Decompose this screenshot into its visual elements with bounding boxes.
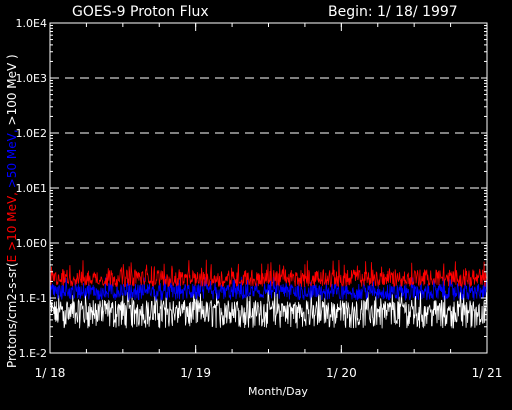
x-tick-label-3: 1/ 21 <box>472 366 503 380</box>
y-tick-label-3: 1.0E1 <box>16 182 47 195</box>
x-axis-label: Month/Day <box>248 385 308 398</box>
chart-begin-date: Begin: 1/ 18/ 1997 <box>328 4 458 20</box>
y-axis-label-50mev: >50 MeV, <box>5 129 19 193</box>
y-tick-label-6: 1.E-2 <box>19 347 47 360</box>
y-axis-label-10mev: E >10 MeV, <box>5 192 19 263</box>
x-axis: 1/ 18 1/ 19 1/ 20 1/ 21 <box>35 23 503 380</box>
y-axis-label: Protons/cm2-s-sr(E >10 MeV, >50 MeV, >10… <box>5 54 19 368</box>
y-axis-label-units: Protons/cm2-s-sr( <box>5 262 19 368</box>
x-tick-label-1: 1/ 19 <box>180 366 211 380</box>
x-tick-label-0: 1/ 18 <box>35 366 66 380</box>
y-tick-label-2: 1.0E2 <box>16 127 47 140</box>
y-axis: 1.0E4 1.0E3 1.0E2 1.0E1 1.0E0 1.E-1 1.E-2 <box>16 17 487 360</box>
y-tick-label-5: 1.E-1 <box>19 292 47 305</box>
series-line-0 <box>49 259 488 288</box>
chart-title: GOES-9 Proton Flux <box>72 4 209 20</box>
x-tick-label-2: 1/ 20 <box>326 366 357 380</box>
series-layer <box>49 259 488 329</box>
y-tick-label-0: 1.0E4 <box>16 17 47 30</box>
y-axis-label-100mev: >100 MeV ) <box>5 54 19 130</box>
grid-lines <box>50 77 487 244</box>
y-tick-label-1: 1.0E3 <box>16 72 47 85</box>
y-tick-label-4: 1.0E0 <box>16 237 47 250</box>
